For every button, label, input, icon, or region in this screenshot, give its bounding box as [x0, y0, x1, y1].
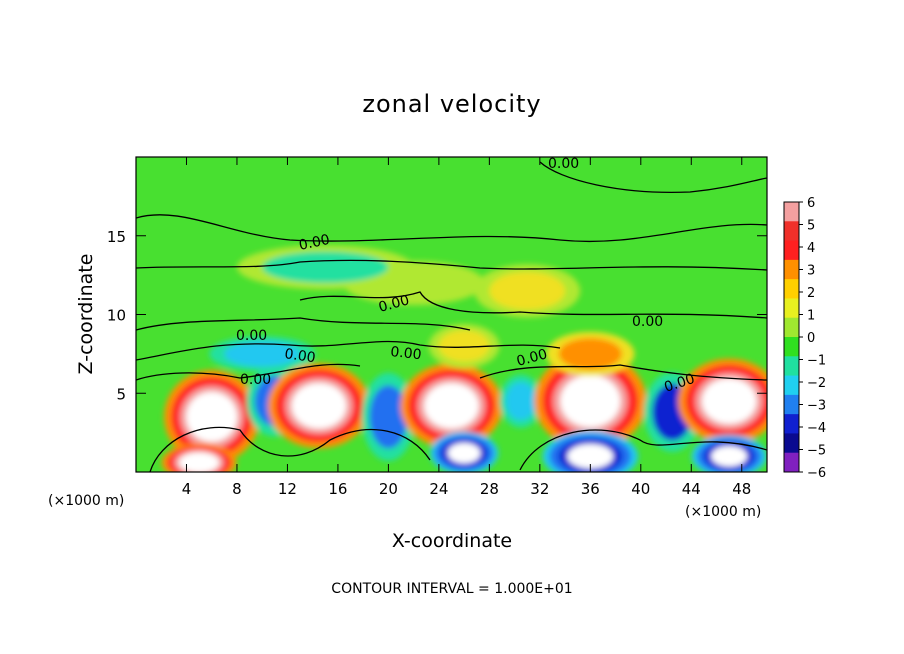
y-axis-label: Z-coordinate	[75, 254, 97, 375]
contour-line	[136, 214, 767, 243]
y-axis: 5 10 15	[107, 228, 767, 403]
x-axis-label: X-coordinate	[392, 530, 512, 552]
colorbar-swatch	[784, 202, 799, 222]
contour-label: 0.00	[390, 344, 423, 363]
velocity-blob	[179, 452, 220, 472]
colorbar-swatch	[784, 221, 799, 242]
colorbar-label: 1	[807, 309, 815, 324]
contour-line	[136, 363, 361, 381]
velocity-blob	[262, 251, 389, 283]
velocity-blob	[560, 375, 621, 428]
x-tick-label: 12	[278, 480, 297, 498]
velocity-blob	[438, 330, 490, 362]
zero-contours	[136, 161, 767, 472]
colorbar-label: −6	[807, 466, 826, 481]
colorbar-label: −4	[807, 421, 826, 436]
contour-line	[539, 161, 767, 194]
colorbar-label: −5	[807, 444, 826, 459]
colorbar-label: −1	[807, 354, 826, 369]
contour-line	[149, 426, 431, 472]
contour-line	[136, 259, 767, 271]
velocity-field	[161, 245, 767, 472]
x-unit-right: (×1000 m)	[685, 504, 761, 520]
velocity-blob	[489, 271, 566, 310]
x-tick-label: 20	[379, 480, 398, 498]
contour-label: 0.00	[548, 156, 579, 172]
velocity-blob	[291, 383, 347, 429]
colorbar-swatch	[784, 240, 799, 261]
x-tick-label: 28	[480, 480, 499, 498]
colorbar-label: 6	[807, 196, 815, 211]
x-tick-label: 48	[732, 480, 751, 498]
velocity-blob	[711, 446, 748, 467]
contour-label: 0.00	[240, 372, 271, 388]
x-tick-label: 24	[429, 480, 448, 498]
contour-label: 0.00	[298, 232, 332, 254]
colorbar-swatch	[784, 414, 799, 434]
x-tick-label: 44	[682, 480, 701, 498]
colorbar-swatch	[784, 394, 799, 415]
velocity-blob	[558, 338, 622, 370]
velocity-blob	[447, 442, 481, 464]
colorbar-swatch	[784, 452, 799, 473]
x-unit-left: (×1000 m)	[48, 493, 124, 509]
colorbar-swatch	[784, 337, 799, 357]
y-tick-label: 15	[107, 228, 126, 246]
x-tick-label: 8	[232, 480, 242, 498]
colorbar-swatch	[784, 298, 799, 319]
x-tick-label: 32	[530, 480, 549, 498]
colorbar-label: −2	[807, 376, 826, 391]
colorbar-swatch	[784, 375, 799, 396]
x-axis: 4 8 12 16 20 24 28 32 36 40 44 48	[182, 157, 751, 498]
velocity-blob	[701, 378, 757, 424]
velocity-blob	[567, 443, 614, 469]
contour-line	[136, 340, 561, 361]
plot-area	[136, 157, 767, 472]
colorbar-swatch	[784, 317, 799, 338]
contour-label: 0.00	[515, 346, 549, 370]
colorbar-swatch	[784, 356, 799, 377]
y-tick-label: 10	[107, 307, 126, 325]
contour-line	[519, 429, 767, 471]
x-tick-label: 40	[631, 480, 650, 498]
colorbar-swatch	[784, 279, 799, 299]
colorbar-swatch	[784, 259, 799, 280]
velocity-blob	[186, 391, 238, 442]
x-tick-label: 36	[581, 480, 600, 498]
contour-interval: CONTOUR INTERVAL = 1.000E+01	[331, 581, 572, 597]
colorbar: 6 5 4 3 2 1 0 −1 −2 −3 −4 −5 −6	[783, 196, 826, 481]
contour-line	[479, 364, 767, 381]
colorbar-label: 2	[807, 286, 815, 301]
x-tick-label: 16	[328, 480, 347, 498]
colorbar-label: −3	[807, 399, 826, 414]
y-tick-label: 5	[116, 385, 126, 403]
colorbar-label: 3	[807, 264, 815, 279]
contour-line	[136, 317, 471, 331]
colorbar-label: 0	[807, 331, 815, 346]
velocity-blob	[224, 341, 301, 367]
chart-title: zonal velocity	[362, 90, 541, 118]
colorbar-label: 4	[807, 241, 815, 256]
colorbar-swatch	[784, 433, 799, 454]
contour-labels: 0.00 0.00 0.00 0.00 0.00 0.00 0.00 0.00 …	[236, 156, 697, 396]
colorbar-label: 5	[807, 219, 815, 234]
velocity-blob	[369, 385, 408, 449]
contour-line	[299, 291, 767, 319]
contour-label: 0.00	[283, 346, 316, 366]
velocity-blob	[505, 382, 537, 421]
contour-label: 0.00	[377, 292, 411, 316]
contour-label: 0.00	[632, 314, 663, 330]
x-tick-label: 4	[182, 480, 192, 498]
contour-label: 0.00	[236, 328, 267, 344]
velocity-blob	[424, 383, 479, 429]
